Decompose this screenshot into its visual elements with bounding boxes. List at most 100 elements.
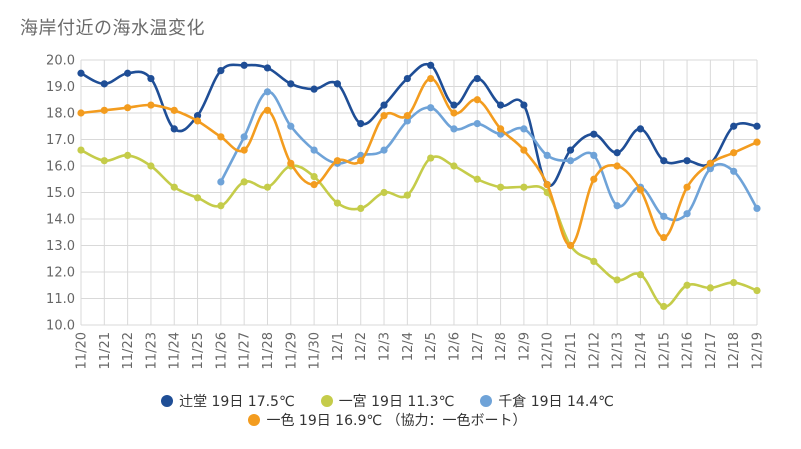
series-4-point <box>124 104 132 112</box>
series-4-point <box>310 180 318 189</box>
series-1 <box>77 61 761 189</box>
legend-label: 千倉 19日 14.4℃ <box>498 394 614 410</box>
x-tick-label: 12/18 <box>727 332 742 369</box>
legend-item-3: 千倉 19日 14.4℃ <box>480 391 614 411</box>
series-1-point <box>217 67 225 75</box>
legend-label: 一色 19日 16.9℃ （協力：一色ボート） <box>266 413 527 429</box>
series-4-point <box>613 162 621 170</box>
series-1-point <box>473 74 481 83</box>
grid <box>80 59 758 326</box>
legend-label: 辻堂 19日 17.5℃ <box>179 394 295 410</box>
legend-marker <box>480 395 493 407</box>
y-tick-label: 10.0 <box>46 319 75 334</box>
series-3-point <box>543 151 551 159</box>
series-2-point <box>193 194 202 202</box>
series-3-point <box>403 117 411 125</box>
series-1-point <box>147 74 155 83</box>
legend-label: 一宮 19日 11.3℃ <box>338 394 455 410</box>
series-2-point <box>683 281 691 289</box>
series-1-point <box>753 122 761 130</box>
y-tick-label: 14.0 <box>46 213 75 228</box>
series-1-point <box>613 149 621 157</box>
series-2-point <box>263 183 272 191</box>
x-tick-label: 11/28 <box>261 332 276 369</box>
legend-item-2: 一宮 19日 11.3℃ <box>320 391 455 411</box>
x-tick-label: 11/26 <box>214 332 229 369</box>
series-4-point <box>77 109 85 117</box>
legend-marker <box>320 395 333 407</box>
x-tick-label: 12/8 <box>494 332 509 361</box>
series-1-point <box>636 125 645 133</box>
series-2-point <box>706 284 714 292</box>
series-1-point <box>380 101 388 109</box>
series-2-point <box>403 191 411 199</box>
series-3-point <box>380 146 388 154</box>
series-4-point <box>636 186 645 194</box>
legend-marker <box>161 395 174 407</box>
y-axis: 10.0 11.0 12.0 13.0 14.0 15.0 16.0 17.0 18.0 19.0… <box>46 54 75 334</box>
series-2-point <box>170 183 178 191</box>
series-2-point <box>753 286 761 295</box>
x-tick-label: 11/24 <box>168 332 183 369</box>
series-4-point <box>263 106 272 114</box>
series-1-point <box>357 120 365 128</box>
series-4-point <box>520 146 528 154</box>
series-2-point <box>310 173 318 181</box>
series-2-point <box>590 257 598 265</box>
x-tick-label: 11/23 <box>144 332 159 369</box>
series-2-point <box>660 302 668 311</box>
series-3-point <box>310 146 318 154</box>
series-2-point <box>124 151 132 159</box>
series-4-point <box>100 106 108 114</box>
series-1-line <box>80 62 758 188</box>
x-tick-label: 12/11 <box>564 332 579 369</box>
series-1-point <box>310 85 318 93</box>
series-2-point <box>496 183 505 191</box>
y-tick-label: 16.0 <box>46 160 75 175</box>
series-3-point <box>217 178 225 186</box>
series-4-point <box>147 101 155 109</box>
series-2-point <box>473 175 481 183</box>
series-1-point <box>590 130 598 138</box>
x-tick-label: 12/5 <box>424 332 439 361</box>
series-4-point <box>380 112 388 120</box>
series-1-point <box>566 146 575 154</box>
x-tick-label: 11/20 <box>75 332 90 369</box>
series-4-point <box>683 183 691 191</box>
series-3-point <box>590 151 598 159</box>
x-tick-label: 12/6 <box>447 332 462 361</box>
x-tick-label: 12/10 <box>541 332 556 369</box>
series-1-point <box>450 101 458 109</box>
legend-item-1: 辻堂 19日 17.5℃ <box>161 391 295 411</box>
x-tick-label: 11/21 <box>98 332 113 369</box>
series-4-point <box>590 175 598 183</box>
series-2-point <box>450 162 458 170</box>
series-1-point <box>520 101 528 109</box>
x-tick-label: 12/15 <box>657 332 672 369</box>
legend-item-4: 一色 19日 16.9℃ （協力：一色ボート） <box>248 410 527 430</box>
x-tick-label: 11/27 <box>238 332 253 369</box>
series-1-point <box>427 61 435 69</box>
x-tick-label: 11/29 <box>284 332 299 369</box>
series-2-point <box>730 279 738 287</box>
series-1-point <box>240 61 248 69</box>
series-2-point <box>520 183 528 191</box>
series-3-point <box>240 133 248 141</box>
series-4-point <box>333 157 342 165</box>
series-3 <box>217 88 761 222</box>
series-3-point <box>613 202 621 210</box>
series-4-point <box>193 117 202 125</box>
x-tick-label: 11/25 <box>191 332 206 369</box>
series-1-point <box>333 80 342 88</box>
x-tick-label: 12/13 <box>611 332 626 369</box>
series-4-point <box>240 146 248 154</box>
series-3-point <box>683 210 691 218</box>
series-3-point <box>706 165 714 173</box>
series-4-point <box>543 180 551 189</box>
series-3-point <box>520 125 528 133</box>
series-4-point <box>566 241 575 250</box>
legend-row-2: 一色 19日 16.9℃ （協力：一色ボート） <box>0 410 801 430</box>
series-3-point <box>287 122 295 130</box>
